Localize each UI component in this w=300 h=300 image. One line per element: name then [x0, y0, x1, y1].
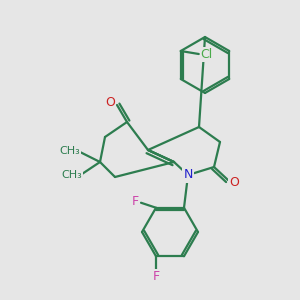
Text: Cl: Cl: [201, 47, 213, 61]
Text: F: F: [152, 270, 160, 283]
Text: N: N: [183, 169, 193, 182]
Text: O: O: [229, 176, 239, 188]
Text: O: O: [105, 97, 115, 110]
Text: F: F: [131, 195, 139, 208]
Text: CH₃: CH₃: [60, 146, 80, 156]
Text: CH₃: CH₃: [61, 170, 82, 180]
